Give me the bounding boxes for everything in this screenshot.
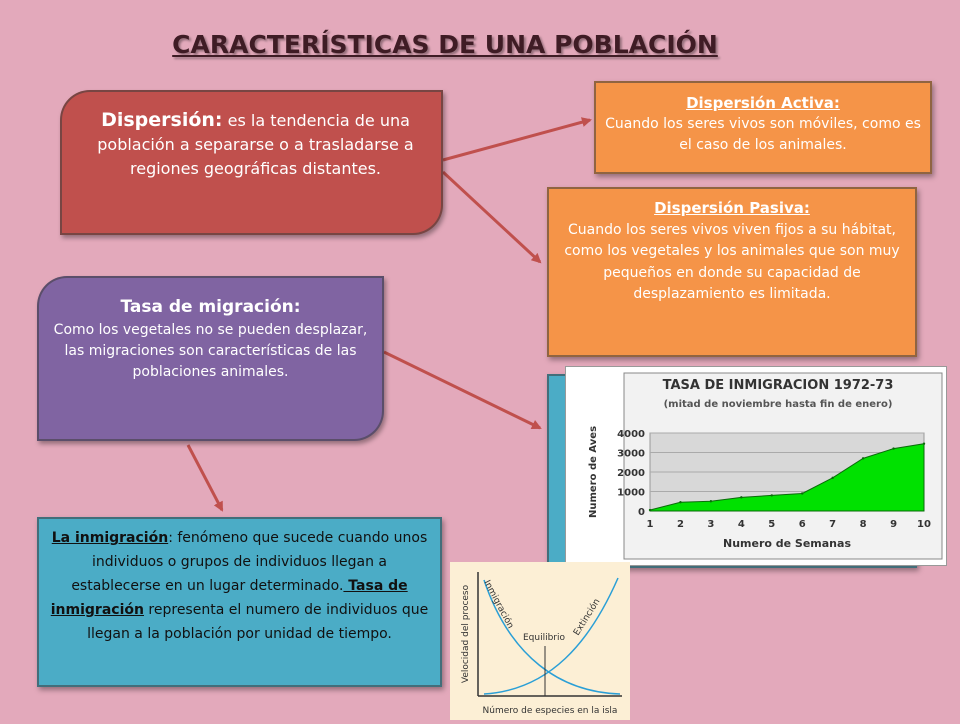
y-tick-label: 4000 xyxy=(617,429,645,440)
data-point xyxy=(831,476,834,480)
x-tick-label: 7 xyxy=(829,519,836,530)
migracion-text: Como los vegetales no se pueden desplaza… xyxy=(53,322,368,380)
dispersion-text: es la tendencia de una población a separ… xyxy=(97,111,414,178)
data-point xyxy=(740,496,743,499)
x-axis-label: Número de especies en la isla xyxy=(483,706,618,716)
y-tick-label: 2000 xyxy=(617,468,645,479)
chart-subtitle: (mitad de noviembre hasta fin de enero) xyxy=(664,399,893,410)
immigration-curve xyxy=(483,579,621,695)
extinction-curve xyxy=(483,577,619,695)
inmigracion-box: La inmigración: fenómeno que sucede cuan… xyxy=(37,517,442,687)
immigration-chart: TASA DE INMIGRACION 1972-73 (mitad de nov… xyxy=(588,372,943,560)
x-tick-label: 3 xyxy=(707,519,714,530)
slide-title: CARACTERÍSTICAS DE UNA POBLACIÓN xyxy=(172,30,718,59)
arrow-to-inmigracion xyxy=(186,444,224,512)
equilibrium-diagram-panel: Inmigración Extinción Equilibrio Número de … xyxy=(450,562,630,720)
x-tick-label: 9 xyxy=(890,519,897,530)
migracion-heading: Tasa de migración: xyxy=(120,297,301,317)
dispersion-activa-text: Cuando los seres vivos son móviles, como… xyxy=(605,116,921,153)
data-point xyxy=(709,500,713,503)
dispersion-activa-heading: Dispersión Activa: xyxy=(686,94,840,112)
inmigracion-text: : fenómeno que sucede cuando unos indivi… xyxy=(71,530,428,594)
y-tick-label: 1000 xyxy=(617,488,645,499)
y-axis-label: Numero de Aves xyxy=(588,426,599,518)
dispersion-pasiva-text: Cuando los seres vivos viven fijos a su … xyxy=(564,221,900,303)
dispersion-box: Dispersión: es la tendencia de una pobla… xyxy=(60,90,443,235)
data-point xyxy=(648,508,652,512)
x-tick-label: 5 xyxy=(768,519,775,530)
x-tick-label: 8 xyxy=(860,519,867,530)
x-tick-label: 6 xyxy=(799,519,806,530)
immigration-label: Inmigración xyxy=(481,578,516,630)
dispersion-heading: Dispersión: xyxy=(101,109,223,131)
tasa-inmigracion-text: representa el numero de individuos que l… xyxy=(87,602,429,642)
data-point xyxy=(679,501,682,504)
equilibrium-label: Equilibrio xyxy=(523,633,566,643)
migracion-box: Tasa de migración: Como los vegetales no… xyxy=(37,276,384,441)
data-point xyxy=(892,447,895,450)
data-point xyxy=(770,494,773,497)
arrow-to-chart xyxy=(383,350,542,430)
inmigracion-heading: La inmigración xyxy=(51,530,169,546)
arrow-to-activa xyxy=(442,117,592,162)
y-axis-label: Velocidad del proceso xyxy=(461,584,471,683)
dispersion-pasiva-heading: Dispersión Pasiva: xyxy=(654,199,810,217)
data-point xyxy=(801,492,804,495)
data-point xyxy=(861,457,865,460)
x-tick-label: 1 xyxy=(647,519,654,530)
x-tick-label: 2 xyxy=(677,519,684,530)
x-axis-label: Numero de Semanas xyxy=(723,537,851,550)
arrow-to-pasiva xyxy=(441,170,542,264)
y-tick-label: 0 xyxy=(638,507,645,518)
chart-title: TASA DE INMIGRACION 1972-73 xyxy=(663,378,894,393)
tasa-inmigracion-heading: Tasa de inmigración xyxy=(50,578,408,618)
data-point xyxy=(922,442,926,445)
dispersion-activa-box: Dispersión Activa: Cuando los seres vivo… xyxy=(594,81,932,174)
x-tick-label: 10 xyxy=(917,519,931,530)
immigration-chart-panel: TASA DE INMIGRACION 1972-73 (mitad de nov… xyxy=(565,366,947,566)
dispersion-pasiva-box: Dispersión Pasiva: Cuando los seres vivo… xyxy=(547,187,917,357)
x-tick-label: 4 xyxy=(738,519,745,530)
y-tick-label: 3000 xyxy=(617,449,645,460)
